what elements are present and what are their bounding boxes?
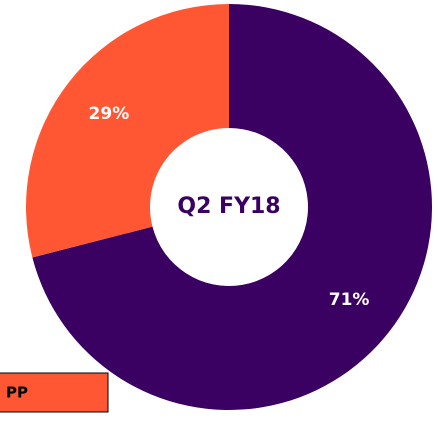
center-label: Q2 FY18 <box>177 194 280 219</box>
slice <box>32 4 433 411</box>
annotation: PP <box>6 384 28 402</box>
value-label: 71% <box>329 290 370 310</box>
slice <box>26 4 230 258</box>
value-label: 29% <box>89 104 130 124</box>
annotation-box <box>0 372 109 413</box>
